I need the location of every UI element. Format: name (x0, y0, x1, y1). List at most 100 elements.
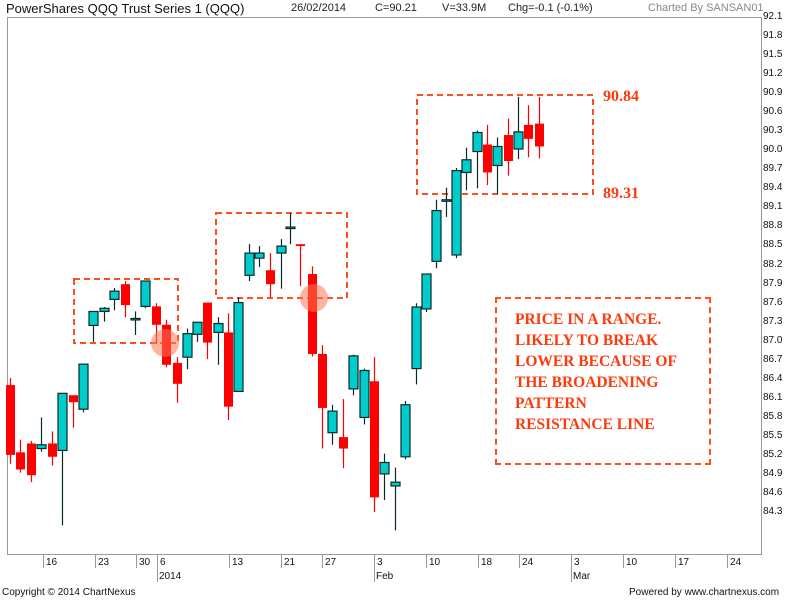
candle-up (140, 280, 151, 307)
plot-frame (7, 17, 762, 555)
y-tick-label: 86.4 (763, 372, 783, 384)
y-tick-label: 85.5 (763, 429, 783, 441)
range-box (215, 212, 348, 299)
candle-down (266, 270, 275, 285)
candle-up (244, 252, 255, 276)
y-tick-label: 87.6 (763, 296, 783, 308)
candle-down (6, 385, 15, 455)
y-tick-label: 88.8 (763, 220, 783, 232)
y-tick-label: 91.8 (763, 30, 783, 42)
candle-down (339, 437, 348, 449)
x-tick-label: 10 (626, 557, 638, 568)
candle-up (57, 392, 68, 452)
candle-down (152, 306, 161, 325)
range-box (73, 278, 179, 344)
candle-down (308, 274, 317, 354)
y-tick-label: 85.8 (763, 410, 783, 422)
x-tick-label: 23 (98, 557, 110, 568)
x-period-label: Feb (376, 571, 394, 582)
candle-up (130, 317, 141, 321)
volume-value: V=33.9M (442, 2, 487, 14)
y-tick-label: 89.1 (763, 201, 783, 213)
range-high-label: 90.84 (603, 88, 639, 105)
candle-down (296, 244, 305, 247)
x-period-label: 2014 (159, 571, 182, 582)
x-tick-label: 3 (377, 557, 383, 568)
candle-up (182, 333, 193, 358)
security-title: PowerShares QQQ Trust Series 1 (QQQ) (6, 1, 245, 16)
y-tick-label: 90.3 (763, 125, 783, 137)
candle-up (441, 199, 452, 202)
x-tick-label: 13 (232, 557, 244, 568)
y-tick-label: 89.7 (763, 163, 783, 175)
candle-up (492, 145, 503, 167)
y-tick-label: 85.2 (763, 448, 783, 460)
x-tick-label: 30 (139, 557, 151, 568)
candle-down (203, 302, 212, 343)
y-tick-label: 90.9 (763, 87, 783, 99)
y-tick-label: 86.1 (763, 391, 783, 403)
candle-up (513, 131, 524, 150)
candle-down (27, 443, 36, 476)
x-tick-label: 18 (481, 557, 493, 568)
candle-down (370, 381, 379, 498)
y-tick-label: 87.0 (763, 334, 783, 346)
x-tick-label: 17 (678, 557, 690, 568)
candle-up (411, 306, 422, 370)
y-tick-label: 92.1 (763, 11, 783, 22)
x-tick-label: 24 (522, 557, 534, 568)
highlight-circle (151, 329, 179, 357)
candle-up (431, 209, 442, 262)
y-tick-label: 84.6 (763, 486, 783, 498)
candle-up (359, 369, 370, 419)
candle-up (192, 321, 203, 335)
quote-date: 26/02/2014 (291, 2, 347, 14)
y-tick-label: 91.5 (763, 49, 783, 61)
analysis-note-box: PRICE IN A RANGE. LIKELY TO BREAK LOWER … (495, 297, 711, 465)
y-tick-label: 88.5 (763, 239, 783, 251)
y-tick-label: 87.9 (763, 277, 783, 289)
candle-up (285, 226, 296, 230)
candle-up (379, 461, 390, 475)
y-tick-label: 88.2 (763, 258, 783, 270)
candle-up (88, 310, 99, 327)
y-tick-label: 90.0 (763, 144, 783, 156)
candle-down (524, 124, 533, 139)
powered-by-link[interactable]: Powered by www.chartnexus.com (629, 587, 780, 598)
candle-up (421, 273, 432, 310)
candle-up (36, 444, 47, 450)
x-tick-label: 3 (574, 557, 580, 568)
charted-by: Charted By SANSAN01 (648, 2, 764, 14)
change-value: Chg=-0.1 (-0.1%) (508, 2, 593, 14)
x-tick-label: 10 (429, 557, 441, 568)
candle-down (48, 443, 57, 457)
x-tick-label: 24 (730, 557, 742, 568)
candle-up (400, 404, 411, 458)
x-tick-label: 6 (160, 557, 166, 568)
copyright-text: Copyright © 2014 ChartNexus (2, 587, 136, 598)
chart-header: PowerShares QQQ Trust Series 1 (QQQ) 26/… (0, 0, 800, 16)
candle-up (99, 307, 110, 313)
y-tick-label: 91.2 (763, 68, 783, 80)
candle-up (109, 290, 120, 301)
x-period-label: Mar (573, 571, 591, 582)
candle-up (461, 159, 472, 174)
x-tick-label: 16 (46, 557, 58, 568)
y-tick-label: 90.6 (763, 106, 783, 118)
candle-up (348, 355, 359, 390)
candle-down (173, 362, 182, 384)
candle-down (16, 452, 25, 470)
candle-down (318, 353, 327, 408)
candle-up (327, 410, 338, 434)
candle-down (69, 395, 78, 403)
candle-up (390, 481, 401, 487)
candle-down (504, 135, 513, 162)
candle-down (224, 332, 233, 407)
candle-up (233, 301, 244, 393)
candle-down (483, 144, 492, 173)
candle-up (451, 169, 462, 256)
analysis-note-text: PRICE IN A RANGE. LIKELY TO BREAK LOWER … (515, 311, 677, 433)
candle-up (276, 245, 287, 254)
candle-up (78, 363, 89, 410)
